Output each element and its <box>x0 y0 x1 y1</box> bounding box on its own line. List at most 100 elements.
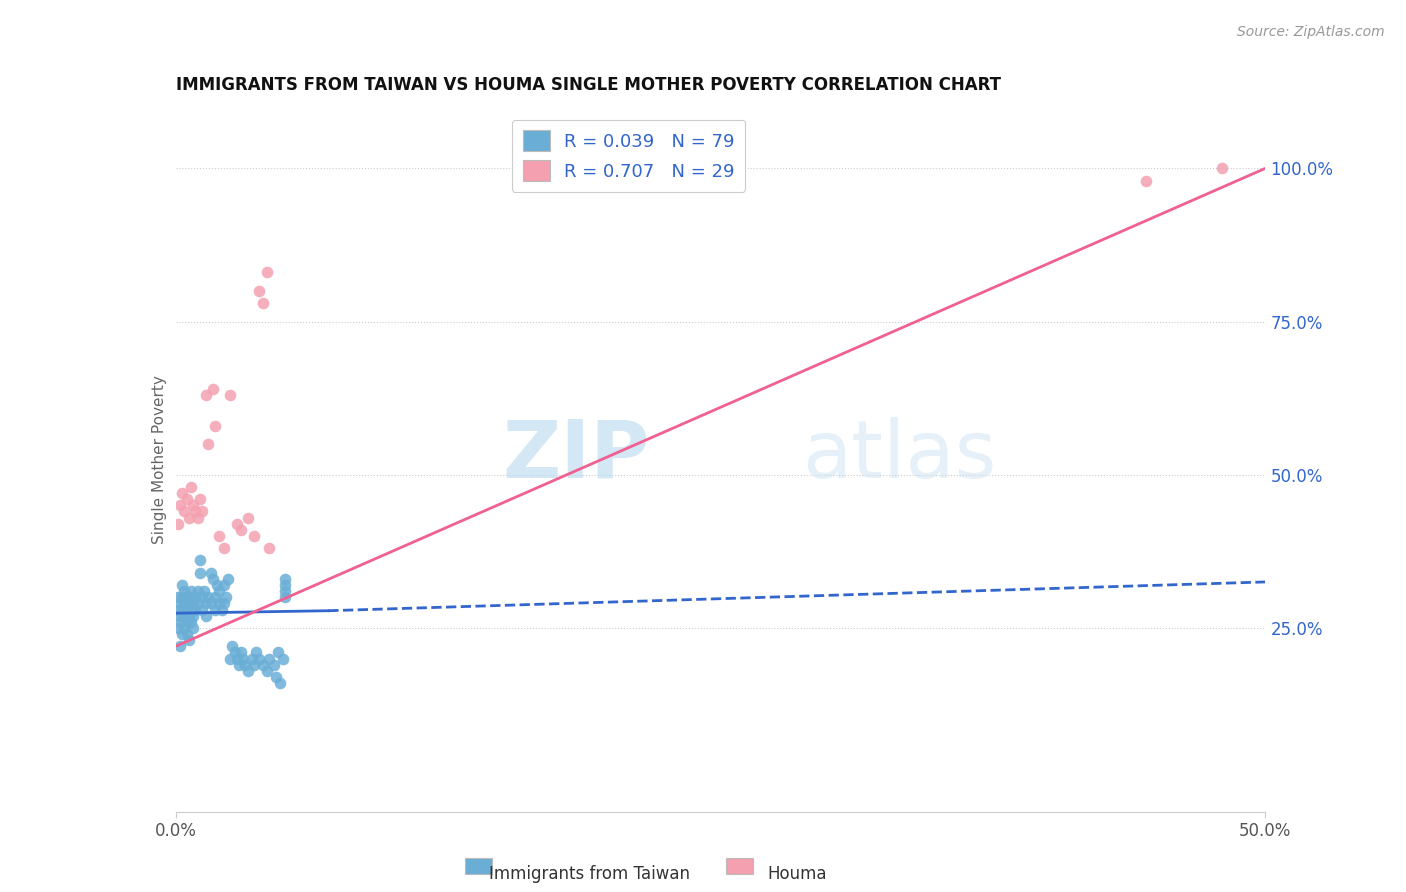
Point <box>231 523 253 537</box>
Point <box>191 591 214 605</box>
Text: Houma: Houma <box>768 864 827 882</box>
Point <box>200 596 222 610</box>
Point <box>259 541 281 556</box>
Point <box>200 566 222 580</box>
Point <box>180 480 202 494</box>
Point <box>219 388 242 402</box>
Point <box>186 596 209 610</box>
Point <box>180 602 202 616</box>
Point <box>181 621 204 635</box>
Point <box>212 596 235 610</box>
Point <box>236 510 259 524</box>
Point <box>173 596 195 610</box>
Point <box>172 486 194 500</box>
Legend: R = 0.039   N = 79, R = 0.707   N = 29: R = 0.039 N = 79, R = 0.707 N = 29 <box>512 120 745 192</box>
Point <box>263 657 285 672</box>
Y-axis label: Single Mother Poverty: Single Mother Poverty <box>152 375 167 544</box>
Point <box>186 510 209 524</box>
Point <box>180 615 202 629</box>
Point <box>264 670 287 684</box>
Point <box>245 645 267 659</box>
Text: IMMIGRANTS FROM TAIWAN VS HOUMA SINGLE MOTHER POVERTY CORRELATION CHART: IMMIGRANTS FROM TAIWAN VS HOUMA SINGLE M… <box>176 77 1001 95</box>
Point <box>167 591 190 605</box>
Point <box>271 651 294 665</box>
Point <box>219 651 242 665</box>
Point <box>191 602 214 616</box>
Text: Source: ZipAtlas.com: Source: ZipAtlas.com <box>1237 25 1385 39</box>
FancyBboxPatch shape <box>464 858 492 874</box>
Point <box>195 608 218 623</box>
Point <box>201 382 224 396</box>
Point <box>211 602 233 616</box>
Point <box>176 615 198 629</box>
Point <box>201 572 224 586</box>
Point <box>197 591 219 605</box>
Point <box>177 633 200 648</box>
Point <box>177 596 200 610</box>
Point <box>221 640 243 654</box>
FancyBboxPatch shape <box>725 858 754 874</box>
Point <box>208 529 231 543</box>
Point <box>176 602 198 616</box>
Point <box>208 596 231 610</box>
Point <box>177 510 200 524</box>
Point <box>269 676 291 690</box>
Point <box>274 584 297 599</box>
Point <box>177 608 200 623</box>
Point <box>181 608 204 623</box>
Point <box>169 499 191 513</box>
Point <box>204 418 226 433</box>
Point <box>169 615 191 629</box>
Point <box>217 572 239 586</box>
Point <box>172 602 194 616</box>
Point <box>176 492 198 507</box>
Point <box>247 651 270 665</box>
Point <box>231 645 253 659</box>
Point <box>181 596 204 610</box>
Point <box>228 657 250 672</box>
Point <box>247 284 270 298</box>
Point <box>186 584 209 599</box>
Point <box>225 516 247 531</box>
Point <box>191 504 214 518</box>
Text: ZIP: ZIP <box>502 417 650 495</box>
Point <box>180 591 202 605</box>
Point <box>172 627 194 641</box>
Point <box>224 645 246 659</box>
Text: atlas: atlas <box>803 417 997 495</box>
Point <box>252 296 274 310</box>
Point <box>259 651 281 665</box>
Point <box>195 388 218 402</box>
Point <box>193 584 215 599</box>
Point <box>205 578 228 592</box>
Point <box>167 621 190 635</box>
Point <box>188 566 211 580</box>
Point <box>172 591 194 605</box>
Point <box>204 591 226 605</box>
Point <box>212 541 235 556</box>
Point <box>256 265 278 279</box>
Point <box>204 602 226 616</box>
Point <box>232 651 254 665</box>
Point <box>184 602 207 616</box>
Point <box>173 504 195 518</box>
Point <box>195 596 218 610</box>
Point <box>176 591 198 605</box>
Point <box>208 584 231 599</box>
Point <box>274 591 297 605</box>
Point <box>188 553 211 567</box>
Point <box>197 437 219 451</box>
Point <box>184 504 207 518</box>
Text: Immigrants from Taiwan: Immigrants from Taiwan <box>489 864 690 882</box>
Point <box>181 499 204 513</box>
Point <box>176 627 198 641</box>
Point <box>267 645 290 659</box>
Point <box>252 657 274 672</box>
Point <box>184 591 207 605</box>
Point <box>172 578 194 592</box>
Point <box>180 584 202 599</box>
Point <box>243 529 266 543</box>
Point <box>173 584 195 599</box>
Point <box>169 608 191 623</box>
Point <box>236 664 259 678</box>
